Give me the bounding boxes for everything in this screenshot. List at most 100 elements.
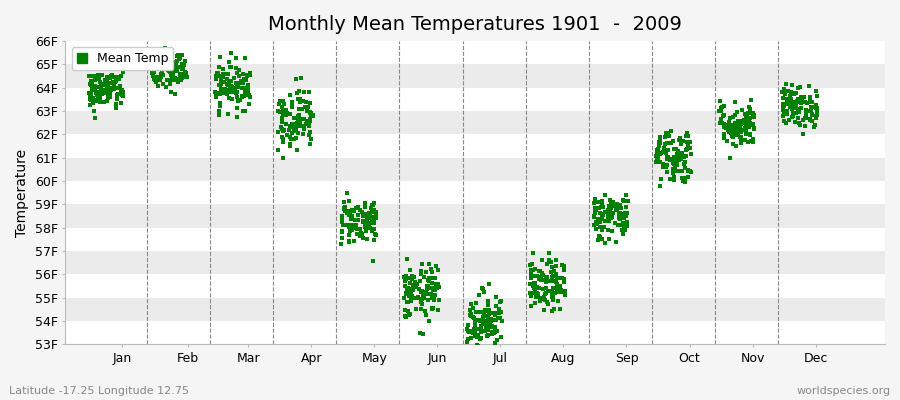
Point <box>347 237 362 244</box>
Point <box>542 259 556 266</box>
Point <box>597 224 611 231</box>
Point <box>297 88 311 95</box>
Point <box>659 164 673 170</box>
Point <box>793 98 807 105</box>
Point <box>367 220 382 226</box>
Point <box>235 85 249 92</box>
Point <box>552 289 566 296</box>
Point <box>291 96 305 102</box>
Point <box>242 94 256 100</box>
Point <box>283 111 297 118</box>
Point <box>652 141 666 148</box>
Point <box>523 280 537 287</box>
Point <box>601 207 616 213</box>
Point <box>800 100 814 106</box>
Point <box>224 64 238 70</box>
Point <box>620 210 634 216</box>
Point <box>777 110 791 116</box>
Point <box>587 222 601 229</box>
Point <box>104 73 118 79</box>
Point <box>363 213 377 219</box>
Point <box>83 80 97 87</box>
Point <box>290 120 304 126</box>
Bar <box>66 274 885 298</box>
Point <box>732 124 746 130</box>
Point <box>215 85 230 92</box>
Point <box>715 120 729 126</box>
Point <box>552 285 566 291</box>
Point <box>227 87 241 93</box>
Point <box>660 154 674 160</box>
Point <box>299 104 313 110</box>
Point <box>238 108 253 114</box>
Point <box>292 123 306 129</box>
Point <box>470 342 484 348</box>
Point <box>593 210 608 216</box>
Point <box>784 102 798 108</box>
Point <box>369 214 383 221</box>
Point <box>342 211 356 218</box>
Point <box>93 95 107 101</box>
Point <box>726 141 741 148</box>
Point <box>366 258 381 264</box>
Point <box>302 118 317 124</box>
Point <box>413 330 428 336</box>
Point <box>238 90 252 96</box>
Point <box>553 283 567 289</box>
Point <box>114 87 129 93</box>
Point <box>725 133 740 139</box>
Point <box>158 46 173 52</box>
Point <box>173 55 187 61</box>
Point <box>146 62 160 68</box>
Point <box>422 285 436 292</box>
Point <box>602 203 616 210</box>
Point <box>364 220 379 226</box>
Point <box>148 62 162 68</box>
Point <box>598 209 612 216</box>
Point <box>613 211 627 218</box>
Point <box>672 134 687 141</box>
Point <box>155 62 169 68</box>
Text: Latitude -17.25 Longitude 12.75: Latitude -17.25 Longitude 12.75 <box>9 386 189 396</box>
Point <box>362 212 376 218</box>
Point <box>220 71 235 78</box>
Point <box>473 327 488 333</box>
Point <box>719 124 733 131</box>
Point <box>83 95 97 102</box>
Point <box>546 285 561 292</box>
Point <box>297 124 311 131</box>
Point <box>530 272 544 279</box>
Point <box>292 123 307 130</box>
Point <box>489 312 503 318</box>
Point <box>806 99 820 105</box>
Point <box>489 310 503 316</box>
Point <box>242 101 256 108</box>
Point <box>730 132 744 138</box>
Point <box>398 283 412 290</box>
Point <box>335 213 349 219</box>
Point <box>150 74 165 80</box>
Point <box>109 78 123 84</box>
Point <box>746 138 760 145</box>
Point <box>682 168 697 174</box>
Point <box>238 92 253 98</box>
Point <box>93 79 107 86</box>
Point <box>736 127 751 133</box>
Point <box>241 82 256 89</box>
Point <box>337 199 351 205</box>
Point <box>104 87 118 94</box>
Point <box>805 118 819 124</box>
Point <box>805 112 819 118</box>
Point <box>672 136 687 143</box>
Point <box>334 241 348 248</box>
Point <box>620 198 634 204</box>
Point <box>731 128 745 135</box>
Point <box>785 82 799 88</box>
Point <box>212 91 227 97</box>
Point <box>668 165 682 171</box>
Point <box>531 275 545 282</box>
Point <box>103 80 117 86</box>
Point <box>747 126 761 132</box>
Point <box>809 104 824 111</box>
Point <box>302 120 317 126</box>
